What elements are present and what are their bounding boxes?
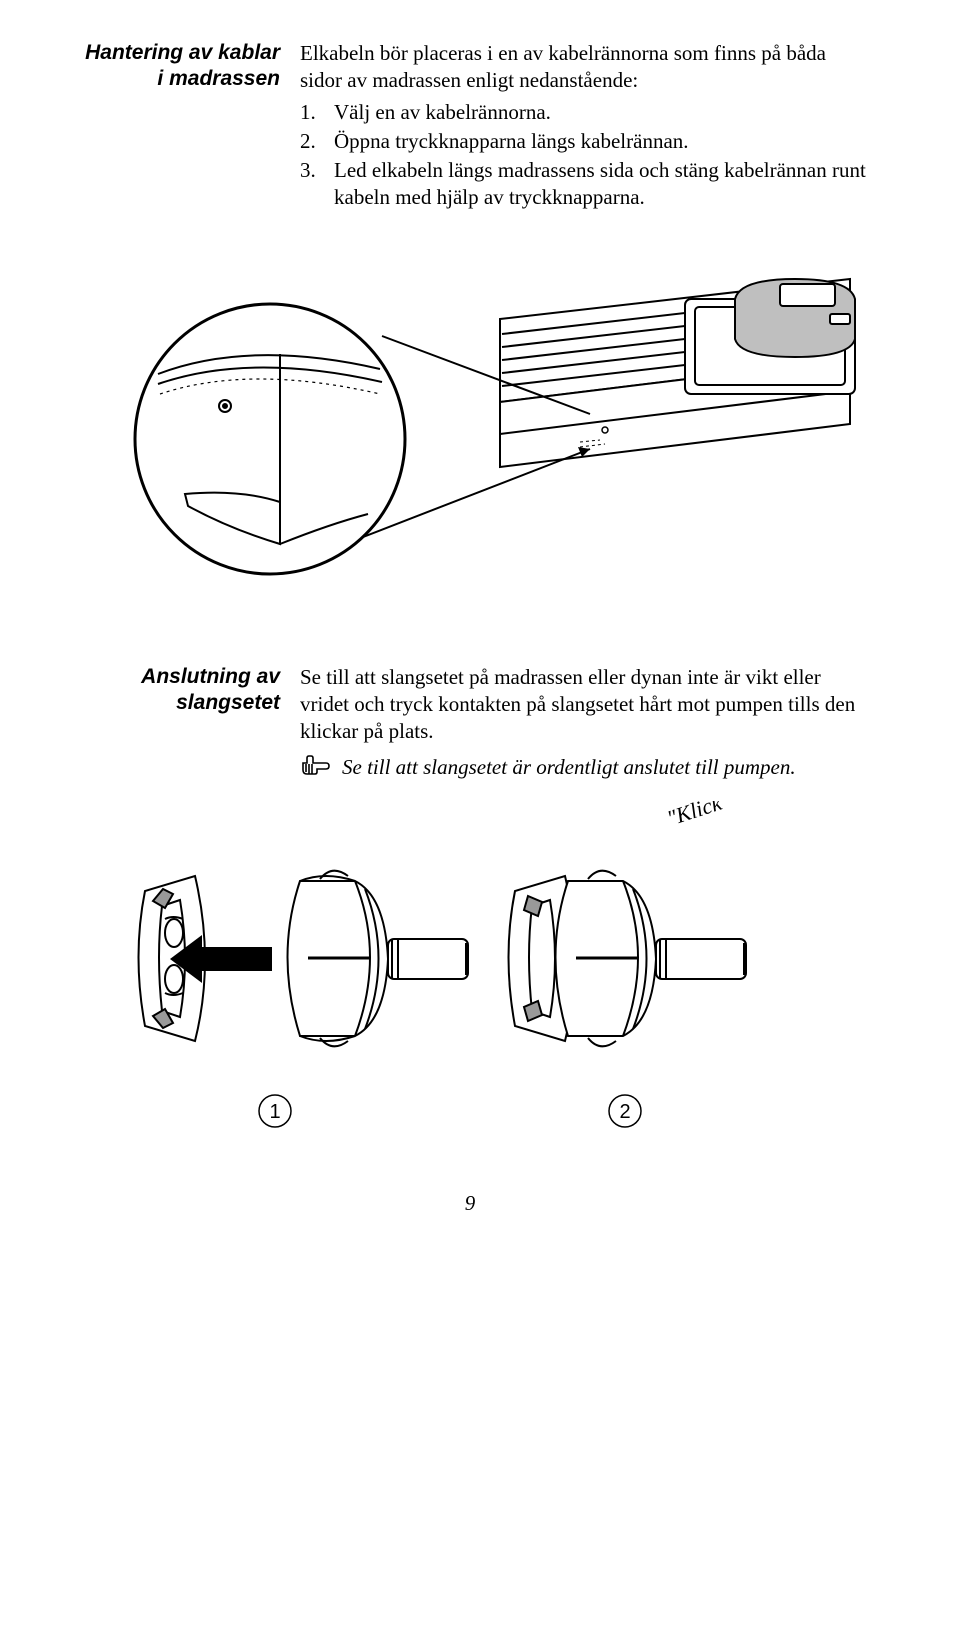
step-text: Led elkabeln längs madrassens sida och s… [334,157,870,212]
step-num: 3. [300,157,324,212]
step-text: Välj en av kabelrännorna. [334,99,551,126]
panel-label-2: 2 [609,1095,641,1127]
body-tubing: Se till att slangsetet på madrassen elle… [300,664,870,781]
heading-line: slangsetet [176,691,280,714]
step-item: 1. Välj en av kabelrännorna. [300,99,870,126]
note-text: Se till att slangsetet är ordentligt ans… [342,754,796,781]
label2-text: 2 [619,1101,630,1123]
section-cable-handling: Hantering av kablar i madrassen Elkabeln… [70,40,870,214]
body-cable: Elkabeln bör placeras i en av kabelränno… [300,40,870,214]
heading-line: i madrassen [157,67,280,90]
heading-tubing: Anslutning av slangsetet [70,664,280,781]
heading-cable: Hantering av kablar i madrassen [70,40,280,214]
step-item: 2. Öppna tryckknapparna längs kabelränna… [300,128,870,155]
heading-line: Hantering av kablar [85,41,280,64]
page-number: 9 [70,1191,870,1216]
figure-mattress [130,244,870,604]
note-row: Se till att slangsetet är ordentligt ans… [300,754,870,781]
step-num: 2. [300,128,324,155]
step-text: Öppna tryckknapparna längs kabelrännan. [334,128,689,155]
step-num: 1. [300,99,324,126]
section-tubing: Anslutning av slangsetet Se till att sla… [70,664,870,781]
figure-connector: 1 [70,801,870,1161]
panel-label-1: 1 [259,1095,291,1127]
connector-svg: 1 [70,801,870,1161]
klick-label: "Klick" [664,801,734,831]
label1-text: 1 [269,1101,280,1123]
pointing-hand-icon [300,754,332,778]
heading-line: Anslutning av [141,665,280,688]
tubing-para: Se till att slangsetet på madrassen elle… [300,664,870,746]
mattress-svg [130,244,870,604]
intro-text: Elkabeln bör placeras i en av kabelränno… [300,40,870,95]
klick-text: "Klick" [664,801,734,831]
steps-list: 1. Välj en av kabelrännorna. 2. Öppna tr… [300,99,870,212]
step-item: 3. Led elkabeln längs madrassens sida oc… [300,157,870,212]
